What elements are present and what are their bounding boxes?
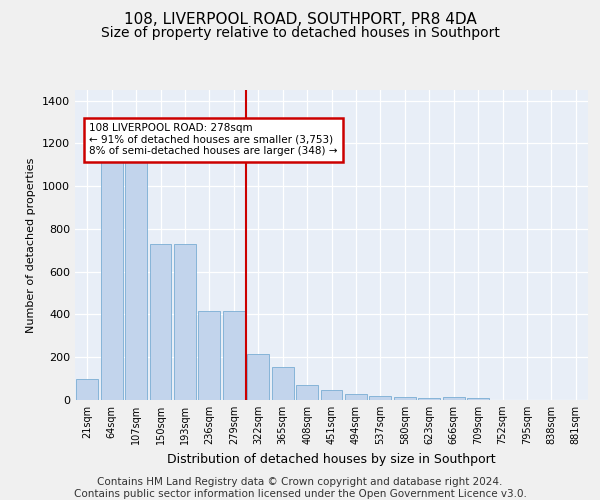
Bar [443,397,464,400]
Bar [223,312,245,400]
Bar [345,394,367,400]
Text: Size of property relative to detached houses in Southport: Size of property relative to detached ho… [101,26,499,40]
Bar [467,398,489,400]
Bar [418,398,440,400]
Text: 108, LIVERPOOL ROAD, SOUTHPORT, PR8 4DA: 108, LIVERPOOL ROAD, SOUTHPORT, PR8 4DA [124,12,476,28]
Bar [199,312,220,400]
Bar [320,390,343,400]
Bar [76,378,98,400]
Text: 108 LIVERPOOL ROAD: 278sqm
← 91% of detached houses are smaller (3,753)
8% of se: 108 LIVERPOOL ROAD: 278sqm ← 91% of deta… [89,123,338,156]
Bar [174,244,196,400]
Text: Contains HM Land Registry data © Crown copyright and database right 2024.
Contai: Contains HM Land Registry data © Crown c… [74,478,526,499]
Bar [272,367,293,400]
Bar [101,154,122,400]
Bar [125,154,147,400]
Bar [296,385,318,400]
Bar [247,354,269,400]
X-axis label: Distribution of detached houses by size in Southport: Distribution of detached houses by size … [167,452,496,466]
Bar [394,397,416,400]
Bar [149,244,172,400]
Y-axis label: Number of detached properties: Number of detached properties [26,158,37,332]
Bar [370,396,391,400]
